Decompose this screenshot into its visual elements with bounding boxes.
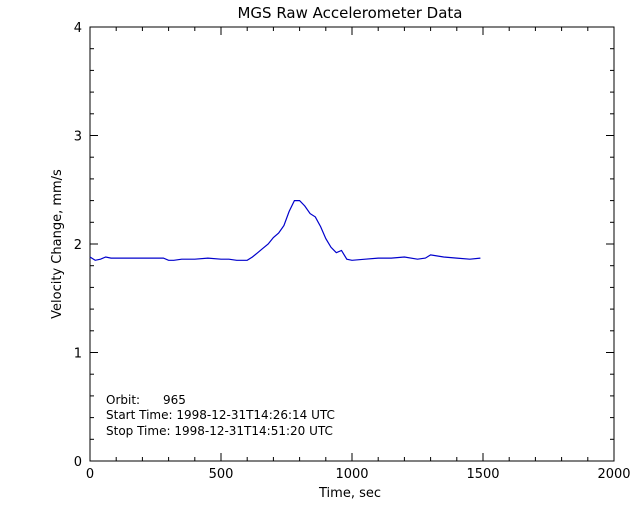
y-tick-label: 3	[74, 130, 82, 145]
x-tick-label: 1000	[335, 467, 368, 482]
y-axis-label: Velocity Change, mm/s	[50, 169, 65, 319]
x-tick-label: 2000	[597, 467, 630, 482]
y-axis-ticks	[90, 26, 614, 462]
chart-title: MGS Raw Accelerometer Data	[237, 4, 462, 22]
annotation-orbit: Orbit: 965	[106, 393, 186, 407]
x-axis-ticks	[89, 27, 615, 461]
y-tick-label: 4	[74, 21, 82, 36]
annotation-stop-time: Stop Time: 1998-12-31T14:51:20 UTC	[106, 424, 333, 438]
series-group	[89, 200, 481, 261]
y-tick-label: 2	[74, 238, 82, 253]
y-axis-tick-labels: 0 1 2 3 4	[74, 21, 82, 470]
series-line-0	[89, 200, 481, 261]
x-tick-label: 1500	[466, 467, 499, 482]
y-tick-label: 1	[74, 347, 82, 362]
annotation-start-time: Start Time: 1998-12-31T14:26:14 UTC	[106, 408, 335, 422]
x-tick-label: 0	[86, 467, 94, 482]
x-axis-label: Time, sec	[318, 486, 381, 501]
x-axis-tick-labels: 0 500 1000 1500 2000	[86, 467, 631, 482]
x-tick-label: 500	[209, 467, 234, 482]
y-tick-label: 0	[74, 455, 82, 470]
annotation-block: Orbit: 965 Start Time: 1998-12-31T14:26:…	[106, 393, 335, 438]
